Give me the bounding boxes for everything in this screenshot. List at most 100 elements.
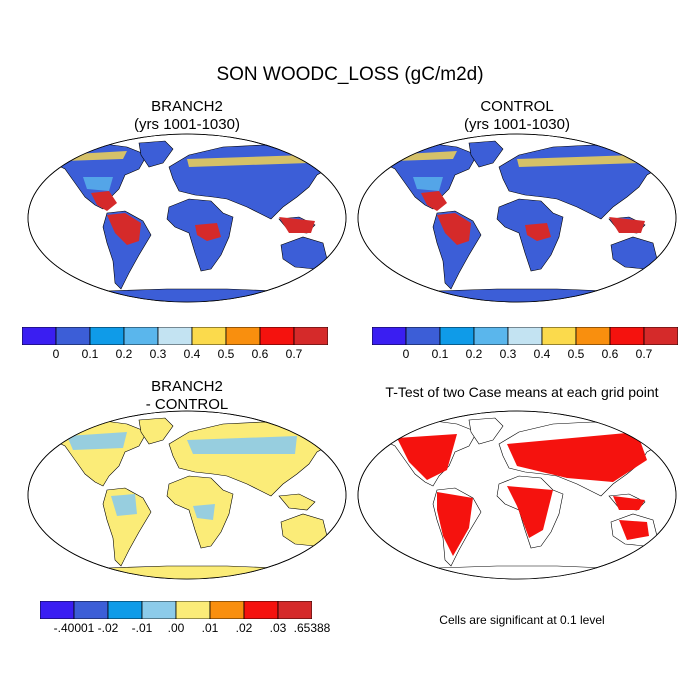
warm-band-boreal-eurasia bbox=[517, 155, 639, 167]
continent-greenland bbox=[468, 417, 504, 445]
colorbar-control bbox=[372, 327, 678, 345]
colorbar-tick-label: 0.4 bbox=[183, 347, 201, 361]
colorbar-tick-label: .03 bbox=[269, 621, 287, 635]
page-title: SON WOODC_LOSS (gC/m2d) bbox=[216, 64, 484, 85]
colorbar-swatch bbox=[243, 601, 279, 619]
colorbar-tick-label: -.01 bbox=[131, 621, 153, 635]
panel-title-line: BRANCH2 bbox=[151, 98, 223, 115]
colorbar-swatch bbox=[609, 327, 645, 345]
panel-subtitle-line: (yrs 1001-1030) bbox=[134, 116, 240, 133]
colorbar-swatch bbox=[157, 327, 193, 345]
sig-region-eurasia bbox=[507, 432, 647, 482]
colorbar-swatch bbox=[277, 601, 312, 619]
colorbar-tick-label: .01 bbox=[201, 621, 219, 635]
colorbar-swatch bbox=[123, 327, 159, 345]
continent-greenland bbox=[138, 140, 174, 168]
panel-subtitle-line: - CONTROL bbox=[145, 396, 229, 413]
colorbar-swatch bbox=[575, 327, 611, 345]
sig-region-south-america bbox=[437, 492, 473, 556]
sig-region-africa bbox=[507, 486, 553, 538]
continent-antarctica bbox=[396, 288, 648, 302]
colorbar-tick-label: 0.7 bbox=[285, 347, 303, 361]
cool-region-north-america bbox=[67, 432, 127, 450]
colorbar-swatch bbox=[107, 601, 143, 619]
colorbar-tick-label: 0 bbox=[52, 347, 60, 361]
colorbar-swatch bbox=[89, 327, 125, 345]
hot-region-seasia bbox=[279, 217, 315, 233]
map-ttest bbox=[357, 410, 677, 580]
colorbar-swatch bbox=[541, 327, 577, 345]
colorbar-swatch bbox=[73, 601, 109, 619]
panel-title-line: BRANCH2 bbox=[151, 378, 223, 395]
significance-note: Cells are significant at 0.1 level bbox=[439, 613, 605, 627]
colorbar-tick-label: .65388 bbox=[293, 621, 331, 635]
map-control bbox=[357, 133, 677, 303]
continent-greenland bbox=[138, 417, 174, 445]
panel-subtitle-line: (yrs 1001-1030) bbox=[464, 116, 570, 133]
panel-title-ttest: T-Test of two Case means at each grid po… bbox=[357, 383, 687, 401]
colorbar-tick-label: 0.1 bbox=[431, 347, 449, 361]
colorbar-swatch bbox=[175, 601, 211, 619]
colorbar-swatch bbox=[191, 327, 227, 345]
colorbar-swatch bbox=[22, 327, 57, 345]
hot-region-central-america bbox=[91, 191, 117, 211]
colorbar-swatch bbox=[40, 601, 75, 619]
colorbar-labels-branch2: 0 0.1 0.2 0.3 0.4 0.5 0.6 0.7 bbox=[22, 347, 328, 363]
colorbar-labels-control: 0 0.1 0.2 0.3 0.4 0.5 0.6 0.7 bbox=[372, 347, 678, 363]
cool-region-north-america bbox=[83, 177, 113, 191]
colorbar-tick-label: -.40001 bbox=[53, 621, 95, 635]
colorbar-diff bbox=[40, 601, 312, 619]
colorbar-branch2 bbox=[22, 327, 328, 345]
colorbar-tick-label: 0.1 bbox=[81, 347, 99, 361]
colorbar-swatch bbox=[643, 327, 678, 345]
sig-region-australia bbox=[619, 520, 649, 540]
continent-antarctica bbox=[396, 565, 648, 579]
continent-antarctica bbox=[66, 288, 318, 302]
sig-region-north-america bbox=[397, 434, 457, 480]
colorbar-tick-label: 0 bbox=[402, 347, 410, 361]
hot-region-amazon bbox=[107, 213, 141, 245]
colorbar-tick-label: 0.7 bbox=[635, 347, 653, 361]
colorbar-swatch bbox=[372, 327, 407, 345]
cool-region-north-america bbox=[413, 177, 443, 191]
map-branch2 bbox=[27, 133, 347, 303]
colorbar-swatch bbox=[209, 601, 245, 619]
colorbar-tick-label: 0.4 bbox=[533, 347, 551, 361]
panel-title-control: CONTROL (yrs 1001-1030) bbox=[357, 98, 677, 134]
cool-region-africa bbox=[193, 504, 215, 520]
colorbar-tick-label: 0.5 bbox=[217, 347, 235, 361]
colorbar-tick-label: 0.6 bbox=[251, 347, 269, 361]
colorbar-swatch bbox=[225, 327, 261, 345]
hot-region-central-america bbox=[421, 191, 447, 211]
warm-band-boreal-eurasia bbox=[187, 155, 309, 167]
continent-antarctica bbox=[66, 565, 318, 579]
colorbar-labels-diff: -.40001 -.02 -.01 .00 .01 .02 .03 .65388 bbox=[40, 621, 331, 637]
colorbar-tick-label: 0.6 bbox=[601, 347, 619, 361]
colorbar-tick-label: 0.2 bbox=[465, 347, 483, 361]
panel-title-branch2: BRANCH2 (yrs 1001-1030) bbox=[27, 98, 347, 134]
panel-title-diff: BRANCH2 - CONTROL bbox=[27, 378, 347, 414]
colorbar-swatch bbox=[507, 327, 543, 345]
cool-region-eurasia bbox=[187, 436, 297, 454]
colorbar-tick-label: 0.2 bbox=[115, 347, 133, 361]
hot-region-amazon bbox=[437, 213, 471, 245]
cool-region-amazon bbox=[111, 494, 137, 516]
colorbar-tick-label: -.02 bbox=[97, 621, 119, 635]
continent-seasia bbox=[278, 493, 316, 511]
colorbar-tick-label: 0.3 bbox=[149, 347, 167, 361]
sig-region-seasia bbox=[613, 496, 645, 510]
colorbar-swatch bbox=[439, 327, 475, 345]
panel-title-line: CONTROL bbox=[480, 98, 554, 115]
panel-title-line: T-Test of two Case means at each grid po… bbox=[385, 384, 659, 400]
colorbar-swatch bbox=[141, 601, 177, 619]
continent-greenland bbox=[468, 140, 504, 168]
hot-region-congo bbox=[525, 223, 551, 241]
colorbar-swatch bbox=[259, 327, 295, 345]
hot-region-congo bbox=[195, 223, 221, 241]
colorbar-swatch bbox=[55, 327, 91, 345]
colorbar-tick-label: .02 bbox=[235, 621, 253, 635]
colorbar-tick-label: 0.3 bbox=[499, 347, 517, 361]
colorbar-swatch bbox=[473, 327, 509, 345]
colorbar-tick-label: 0.5 bbox=[567, 347, 585, 361]
hot-region-seasia bbox=[609, 217, 645, 233]
